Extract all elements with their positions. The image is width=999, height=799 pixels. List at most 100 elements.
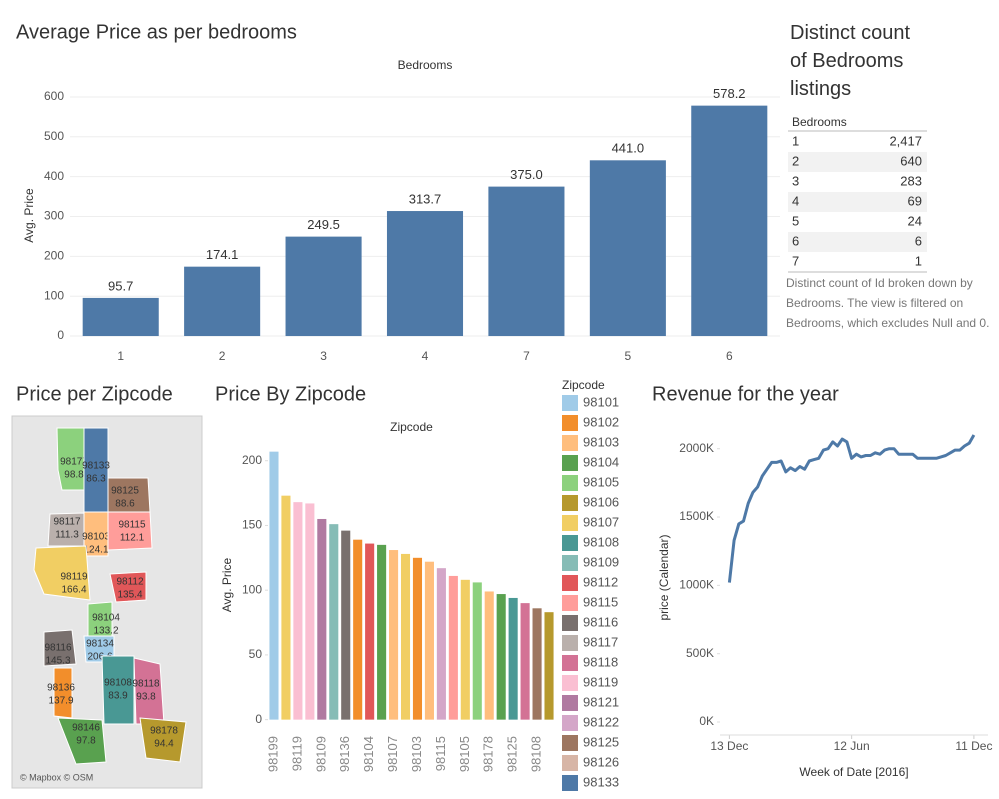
legend-swatch [562,455,578,471]
region-value: 94.4 [154,739,174,750]
bar [329,524,339,720]
y-tick-label: 300 [44,209,64,223]
value-label: 174.1 [206,247,239,262]
legend-label: 98101 [583,394,619,409]
x-tick-label: 98107 [385,736,400,772]
legend-label: 98105 [583,474,619,489]
region-zip: 98178 [150,726,178,737]
legend-label: 98107 [583,514,619,529]
legend-swatch [562,595,578,611]
y-tick-label: 50 [249,647,263,661]
map-region [43,629,77,667]
bar [472,582,482,720]
region-zip: 98115 [118,520,146,531]
legend-label: 98133 [583,774,619,789]
legend-swatch [562,535,578,551]
map-region [56,427,85,491]
x-tick-label: 3 [320,349,327,363]
x-tick-label: 98199 [265,736,280,772]
y-axis-title: Avg. Price [220,557,234,612]
x-tick-label: 98119 [289,736,304,771]
legend-swatch [562,415,578,431]
region-value: 98.8 [64,470,84,481]
table-caption: Distinct count of Id broken down by Bedr… [786,276,990,330]
bar [281,495,291,720]
chart-title: Price By Zipcode [215,383,366,405]
region-value: 111.3 [55,530,79,541]
region-zip: 98108 [104,678,132,689]
bar [460,579,470,720]
region-zip: 98125 [111,486,139,497]
legend-label: 98119 [583,674,618,689]
bar [488,186,565,337]
y-tick-label: 150 [242,518,262,532]
row-band [788,192,927,212]
map-region [107,511,153,551]
x-tick-label: 6 [726,349,733,363]
y-tick-label: 100 [44,288,64,302]
table-cell: 69 [908,193,922,208]
y-axis-title: price (Calendar) [657,534,671,620]
table-cell: 640 [900,153,922,168]
map-title: Price per Zipcode [16,383,173,405]
table-cell: 2,417 [889,133,922,148]
x-axis-title: Bedrooms [398,58,453,72]
region-zip: 98146 [72,723,100,734]
line [727,434,976,583]
y-tick-label: 400 [44,169,64,183]
table-cell: 7 [792,253,799,268]
table-cell: 6 [792,233,799,248]
y-tick-label: 0 [57,328,64,342]
row-band [788,232,927,252]
table-cell: 4 [792,193,799,208]
legend-swatch [562,675,578,691]
map-region [109,571,147,603]
bar [544,612,554,720]
x-tick-label: 13 Dec [710,739,748,753]
y-tick-label: 0 [255,712,262,726]
region-value: 86.3 [86,474,106,485]
table-cell: 3 [792,173,799,188]
x-tick-label: 98136 [337,736,352,772]
y-tick-label: 0K [699,714,714,728]
map-region [53,667,73,719]
region-value: 133.2 [93,626,118,637]
region-zip: 98119 [60,572,88,583]
legend-label: 98117 [583,634,618,649]
table-cell: 1 [915,253,922,268]
value-label: 95.7 [108,278,133,293]
legend-swatch [562,555,578,571]
map-attribution: © Mapbox © OSM [20,772,93,782]
region-zip: 98133 [82,461,110,472]
map-region [101,655,135,725]
value-label: 375.0 [510,167,543,182]
y-tick-label: 100 [242,582,262,596]
bar [400,553,411,720]
region-value: 166.4 [61,585,86,596]
legend-label: 98118 [583,654,618,669]
bar [365,543,375,720]
table-cell: 2 [792,153,799,168]
value-label: 313.7 [409,191,442,206]
region-zip: 98134 [86,639,114,650]
table: Bedrooms 1 2,417 2 640 3 283 4 69 5 24 6 6 7 1 [788,115,927,273]
y-tick-label: 1000K [679,578,714,592]
region-value: 88.6 [115,499,135,510]
x-axis-title: Zipcode [390,420,433,434]
legend-label: 98103 [583,434,619,449]
region-zip: 98118 [132,679,160,690]
legend-swatch [562,515,578,531]
row-band [788,152,927,172]
bar [82,297,159,337]
bar [353,539,363,720]
region-value: 83.9 [108,691,128,702]
legend-swatch [562,475,578,491]
legend-label: 98116 [583,614,618,629]
legend-label: 98108 [583,534,619,549]
x-tick-label: 11 Dec [955,739,992,753]
x-tick-label: 98178 [481,736,496,772]
legend-swatch [562,715,578,731]
value-label: 578.2 [713,86,746,101]
legend-swatch [562,435,578,451]
